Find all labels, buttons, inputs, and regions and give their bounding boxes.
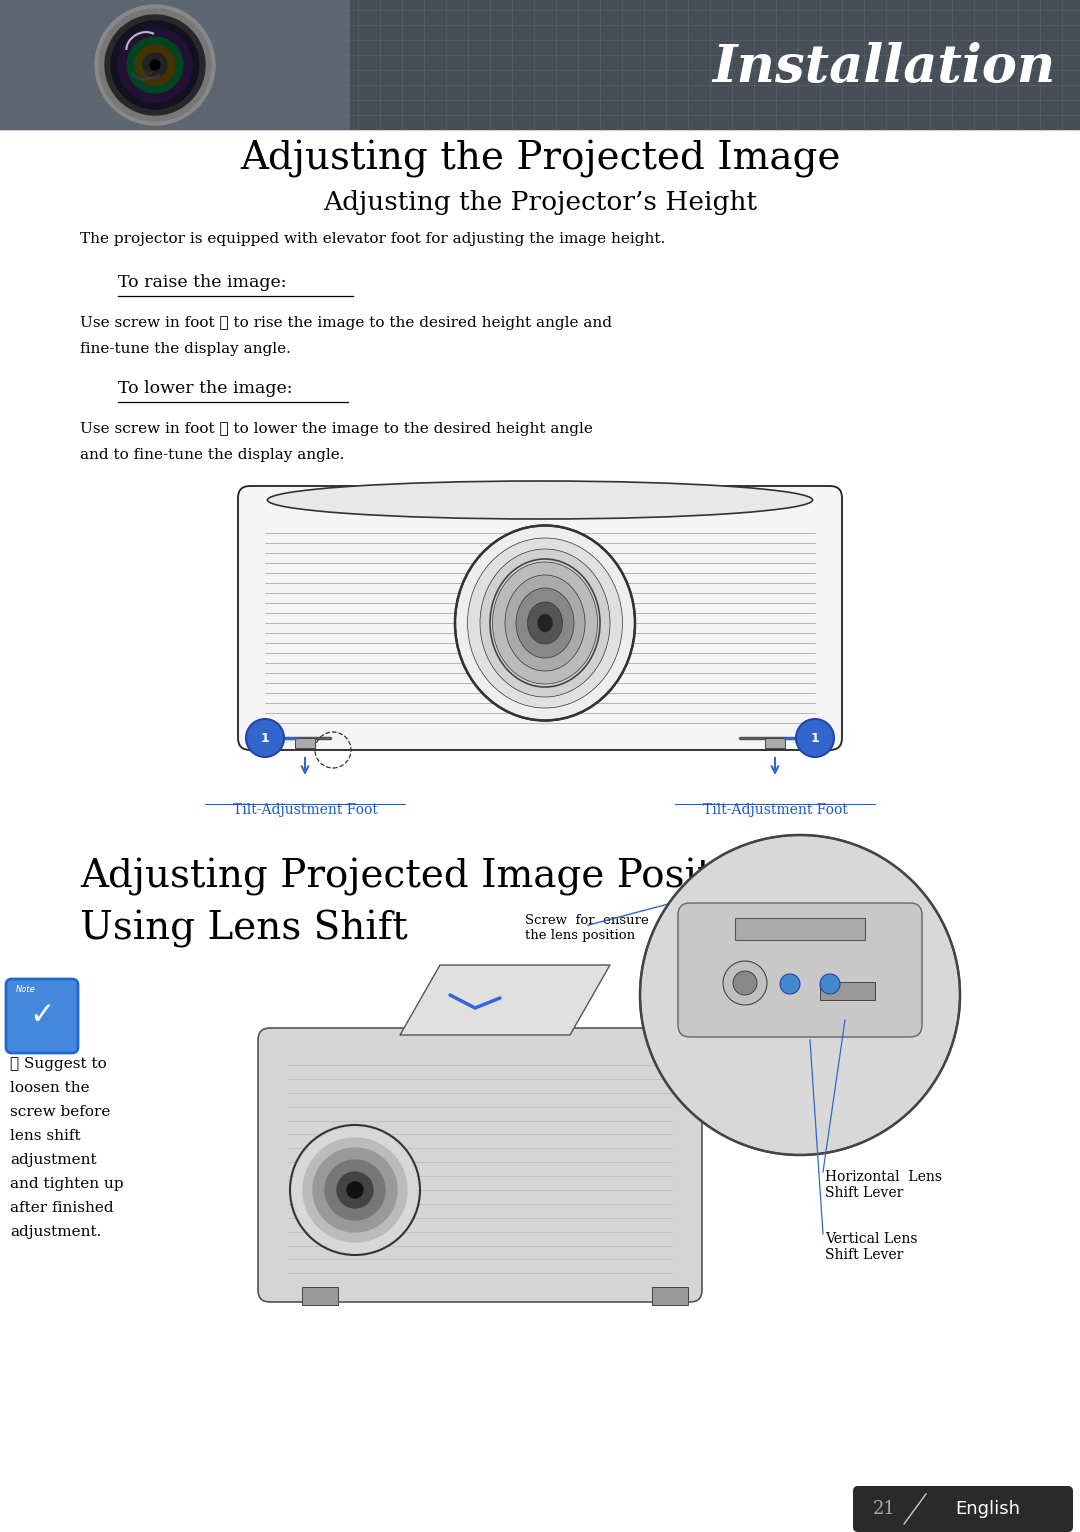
Text: loosen the: loosen the [10,1082,90,1095]
Bar [295,738,315,748]
FancyBboxPatch shape [853,1486,1074,1532]
Text: adjustment.: adjustment. [10,1226,102,1239]
Ellipse shape [480,548,610,697]
Text: Horizontal  Lens
Shift Lever: Horizontal Lens Shift Lever [825,1170,942,1200]
FancyBboxPatch shape [678,902,922,1037]
Text: and tighten up: and tighten up [10,1177,123,1190]
FancyBboxPatch shape [238,486,842,751]
Text: ❖ Suggest to: ❖ Suggest to [10,1057,107,1071]
Ellipse shape [527,602,563,643]
FancyBboxPatch shape [258,1028,702,1302]
Text: screw before: screw before [10,1105,110,1118]
Bar [302,1287,338,1305]
Polygon shape [400,965,610,1036]
Text: Adjusting the Projector’s Height: Adjusting the Projector’s Height [323,190,757,214]
Circle shape [325,1160,384,1219]
Text: Lens Release: Lens Release [680,915,768,927]
Ellipse shape [268,481,812,519]
Circle shape [143,54,167,77]
Circle shape [111,21,199,109]
FancyBboxPatch shape [6,979,78,1052]
Circle shape [127,37,183,93]
Circle shape [99,9,211,121]
Text: Tilt-Adjustment Foot: Tilt-Adjustment Foot [232,803,377,817]
Circle shape [780,974,800,994]
Bar [735,918,865,941]
Text: Installation: Installation [712,41,1055,93]
Circle shape [313,1147,397,1232]
Text: English: English [956,1500,1021,1518]
Circle shape [337,1172,373,1209]
Text: Use screw in foot ❶ to rise the image to the desired height angle and: Use screw in foot ❶ to rise the image to… [80,316,612,329]
Text: ✓: ✓ [29,1000,55,1030]
Circle shape [105,15,205,115]
Circle shape [293,1128,417,1252]
Polygon shape [895,1491,918,1527]
Bar [0,0,1080,130]
Text: 21: 21 [873,1500,895,1518]
Text: and to fine-tune the display angle.: and to fine-tune the display angle. [80,447,345,463]
Bar [820,982,875,1000]
Circle shape [640,835,960,1155]
Text: 1: 1 [811,731,820,745]
Circle shape [150,60,160,70]
Circle shape [723,961,767,1005]
Text: To lower the image:: To lower the image: [118,380,293,397]
Text: Adjusting Projected Image Position: Adjusting Projected Image Position [80,858,773,896]
Text: adjustment: adjustment [10,1154,96,1167]
Ellipse shape [538,614,553,633]
Text: Using Lens Shift: Using Lens Shift [80,910,408,948]
Bar [652,1287,688,1305]
Text: Use screw in foot ❶ to lower the image to the desired height angle: Use screw in foot ❶ to lower the image t… [80,421,593,437]
Text: To raise the image:: To raise the image: [118,274,286,291]
Text: Adjusting the Projected Image: Adjusting the Projected Image [240,139,840,178]
Circle shape [347,1183,363,1198]
Circle shape [820,974,840,994]
Circle shape [135,44,175,84]
Bar [765,738,785,748]
Circle shape [303,1138,407,1242]
Text: The projector is equipped with elevator foot for adjusting the image height.: The projector is equipped with elevator … [80,231,665,247]
Text: fine-tune the display angle.: fine-tune the display angle. [80,342,291,355]
Circle shape [796,719,834,757]
Circle shape [118,28,192,103]
Ellipse shape [468,538,622,708]
Circle shape [95,5,215,126]
Text: after finished: after finished [10,1201,113,1215]
Ellipse shape [455,525,635,720]
Text: Tilt-Adjustment Foot: Tilt-Adjustment Foot [703,803,848,817]
Ellipse shape [516,588,573,659]
Ellipse shape [492,562,597,683]
Circle shape [246,719,284,757]
Circle shape [733,971,757,994]
Text: Screw  for  ensure
the lens position: Screw for ensure the lens position [525,915,649,942]
Text: Note: Note [16,985,36,994]
Ellipse shape [505,574,585,671]
Text: Vertical Lens
Shift Lever: Vertical Lens Shift Lever [825,1232,918,1262]
Text: 1: 1 [260,731,269,745]
Text: lens shift: lens shift [10,1129,81,1143]
Bar [350,0,1080,130]
